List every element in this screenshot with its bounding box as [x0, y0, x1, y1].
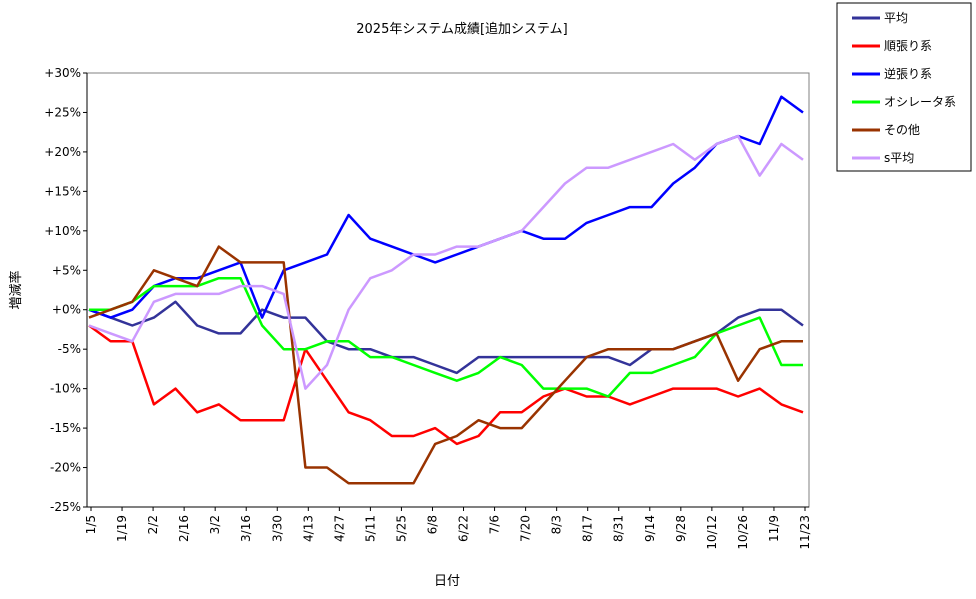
x-tick-label: 3/30	[270, 515, 284, 542]
series-lines	[88, 95, 804, 485]
x-tick-label: 10/12	[705, 515, 719, 550]
x-tick-label: 11/9	[767, 515, 781, 542]
legend-label-3: オシレータ系	[884, 95, 956, 109]
y-tick-label: +20%	[44, 145, 81, 159]
y-tick-label: +0%	[52, 303, 81, 317]
y-tick-label: +5%	[52, 263, 81, 277]
x-tick-label: 11/23	[798, 515, 812, 550]
x-tick-label: 5/11	[363, 515, 377, 542]
series-line-3	[89, 276, 803, 398]
x-tick-label: 6/22	[457, 515, 471, 542]
x-tick-label: 8/3	[550, 515, 564, 534]
y-tick-label: -10%	[50, 382, 81, 396]
x-tick-label: 9/28	[674, 515, 688, 542]
chart-title: 2025年システム成績[追加システム]	[356, 21, 567, 37]
x-tick-label: 1/5	[84, 515, 98, 534]
x-tick-label: 4/13	[301, 515, 315, 542]
x-tick-label: 10/26	[736, 515, 750, 550]
x-tick-label: 5/25	[394, 515, 408, 542]
y-tick-label: -20%	[50, 461, 81, 475]
x-tick-label: 8/17	[581, 515, 595, 542]
x-tick-label: 3/16	[239, 515, 253, 542]
series-line-4	[88, 245, 803, 485]
x-tick-label: 8/31	[612, 515, 626, 542]
x-tick-label: 1/19	[115, 515, 129, 542]
y-axis-ticks: +30% +25% +20% +15% +10% +5% +0% -5% -10% -15% -20…	[44, 66, 87, 514]
x-axis-ticks: 1/5 1/19 2/2 2/16 3/2 3/16 3/30 4/13 4/27 5/11 5/2…	[84, 507, 812, 550]
y-tick-label: +30%	[44, 66, 81, 80]
x-tick-label: 2/2	[146, 515, 160, 534]
y-tick-label: +10%	[44, 224, 81, 238]
x-tick-label: 6/8	[425, 515, 439, 534]
x-tick-label: 7/6	[488, 515, 502, 534]
series-line-1	[88, 324, 804, 446]
series-line-5	[88, 134, 804, 390]
x-tick-label: 4/27	[332, 515, 346, 542]
legend-label-4: その他	[884, 123, 920, 137]
y-tick-label: -15%	[50, 421, 81, 435]
plot-area	[86, 72, 810, 508]
y-tick-label: -25%	[50, 500, 81, 514]
legend-label-1: 順張り系	[884, 39, 932, 53]
y-tick-label: -5%	[58, 342, 81, 356]
y-axis-label: 増減率	[8, 270, 24, 309]
legend-label-2: 逆張り系	[884, 66, 932, 81]
series-line-2	[88, 95, 804, 319]
x-axis-label: 日付	[434, 574, 460, 589]
x-tick-label: 3/2	[208, 515, 222, 534]
y-tick-label: +25%	[44, 105, 81, 119]
legend-label-5: s平均	[884, 151, 914, 165]
y-tick-label: +15%	[44, 184, 81, 198]
legend-box	[836, 2, 972, 172]
x-tick-label: 9/14	[643, 515, 657, 542]
x-tick-label: 7/20	[519, 515, 533, 542]
x-tick-label: 2/16	[177, 515, 191, 542]
legend-label-0: 平均	[884, 11, 908, 25]
